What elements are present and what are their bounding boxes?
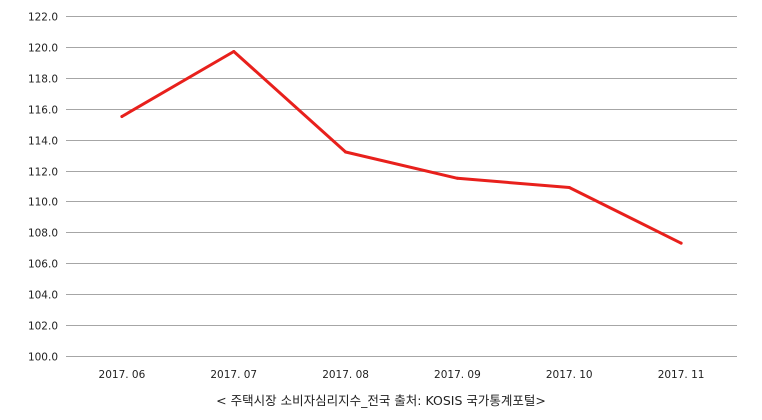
y-tick-label: 122.0 xyxy=(28,12,58,24)
x-tick-label: 2017. 06 xyxy=(99,369,146,381)
data-point xyxy=(232,50,236,54)
data-point xyxy=(567,186,571,190)
y-tick-label: 114.0 xyxy=(28,136,58,148)
series-line xyxy=(120,50,683,245)
y-tick-label: 116.0 xyxy=(28,105,58,117)
x-tick-label: 2017. 09 xyxy=(434,369,481,381)
y-tick-label: 104.0 xyxy=(28,290,58,302)
gridlines xyxy=(66,16,737,357)
data-point xyxy=(344,150,348,154)
x-tick-label: 2017. 08 xyxy=(322,369,369,381)
y-tick-label: 120.0 xyxy=(28,43,58,55)
y-tick-label: 100.0 xyxy=(28,352,58,364)
data-point xyxy=(120,114,124,118)
y-tick-label: 106.0 xyxy=(28,259,58,271)
y-tick-label: 102.0 xyxy=(28,321,58,333)
y-tick-label: 110.0 xyxy=(28,197,58,209)
y-tick-label: 108.0 xyxy=(28,228,58,240)
y-tick-label: 118.0 xyxy=(28,74,58,86)
data-point xyxy=(455,176,459,180)
y-tick-label: 112.0 xyxy=(28,167,58,179)
chart-caption: < 주택시장 소비자심리지수_전국 출처: KOSIS 국가통계포털> xyxy=(216,393,546,408)
series-layer xyxy=(120,50,683,245)
data-point xyxy=(679,241,683,245)
x-tick-label: 2017. 11 xyxy=(658,369,705,381)
y-axis-tick-labels: 100.0 102.0 104.0 106.0 108.0 110.0 112.0 114.0… xyxy=(28,12,58,364)
x-tick-label: 2017. 10 xyxy=(546,369,593,381)
x-tick-label: 2017. 07 xyxy=(210,369,257,381)
x-axis-tick-labels: 2017. 06 2017. 07 2017. 08 2017. 09 2017. 10… xyxy=(99,369,705,381)
